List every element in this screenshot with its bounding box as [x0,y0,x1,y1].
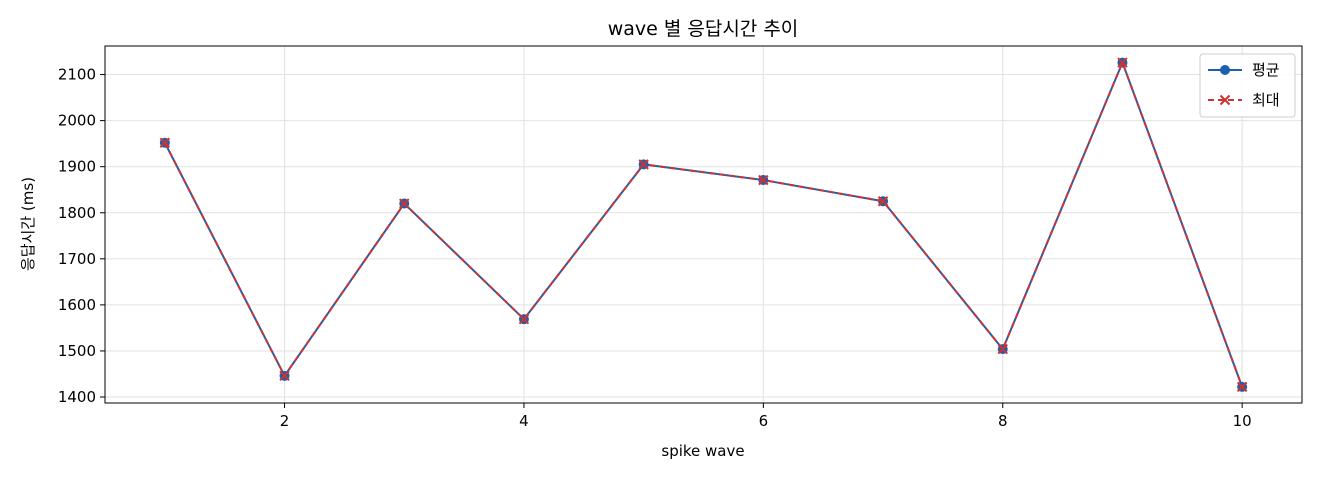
x-tick-label: 8 [998,412,1008,430]
data-point [399,198,410,209]
ticks: 2 4 6 8 10 1400 1500 1600 1700 1800 1900 2000 2100 [58,66,1252,430]
y-tick-label: 1700 [58,250,96,268]
x-tick-label: 4 [519,412,529,430]
y-tick-label: 1600 [58,296,96,314]
chart-title: wave 별 응답시간 추이 [608,18,799,40]
marker-stroke [159,137,171,148]
data-point [1117,57,1128,68]
x-tick-label: 2 [280,412,290,430]
grid [105,46,1302,403]
legend-item: 최대 [1208,91,1280,109]
y-tick-label: 1500 [58,342,96,360]
data-point [758,174,769,186]
marker-stroke [1219,94,1231,106]
data-point [638,159,649,170]
y-axis-label: 응답시간 (ms) [19,177,37,271]
data-point [877,196,889,207]
marker-stroke [638,159,649,170]
legend-label: 평균 [1252,61,1280,79]
x-tick-label: 6 [759,412,769,430]
legend-marker [1219,94,1231,106]
y-tick-label: 2100 [58,66,96,84]
legend-box [1199,53,1296,118]
marker-stroke [279,370,290,382]
data-point [279,370,290,382]
marker-stroke [1117,57,1128,68]
legend-item: 평균 [1208,61,1280,79]
series-line [163,61,1244,388]
marker-stroke [1236,381,1248,393]
data-point [1236,381,1248,393]
marker-stroke [997,343,1008,355]
marker-stroke [758,174,769,186]
series-최대 [159,57,1248,393]
legend-label: 최대 [1252,91,1280,109]
x-tick-label: 10 [1233,412,1252,430]
marker-stroke [518,313,530,325]
plot-frame [104,45,1303,404]
data-point [997,343,1008,355]
y-tick-label: 1400 [58,388,96,406]
marker-stroke [399,198,410,209]
series-line [163,61,1244,388]
marker-stroke [877,196,889,207]
data-point [518,313,530,325]
x-axis-label: spike wave [661,442,744,460]
y-tick-label: 1800 [58,204,96,222]
series-layer [159,57,1248,393]
y-tick-label: 2000 [58,112,96,130]
y-tick-label: 1900 [58,158,96,176]
data-point [159,137,171,148]
legend-marker [1220,65,1230,75]
series-평균 [159,57,1248,392]
